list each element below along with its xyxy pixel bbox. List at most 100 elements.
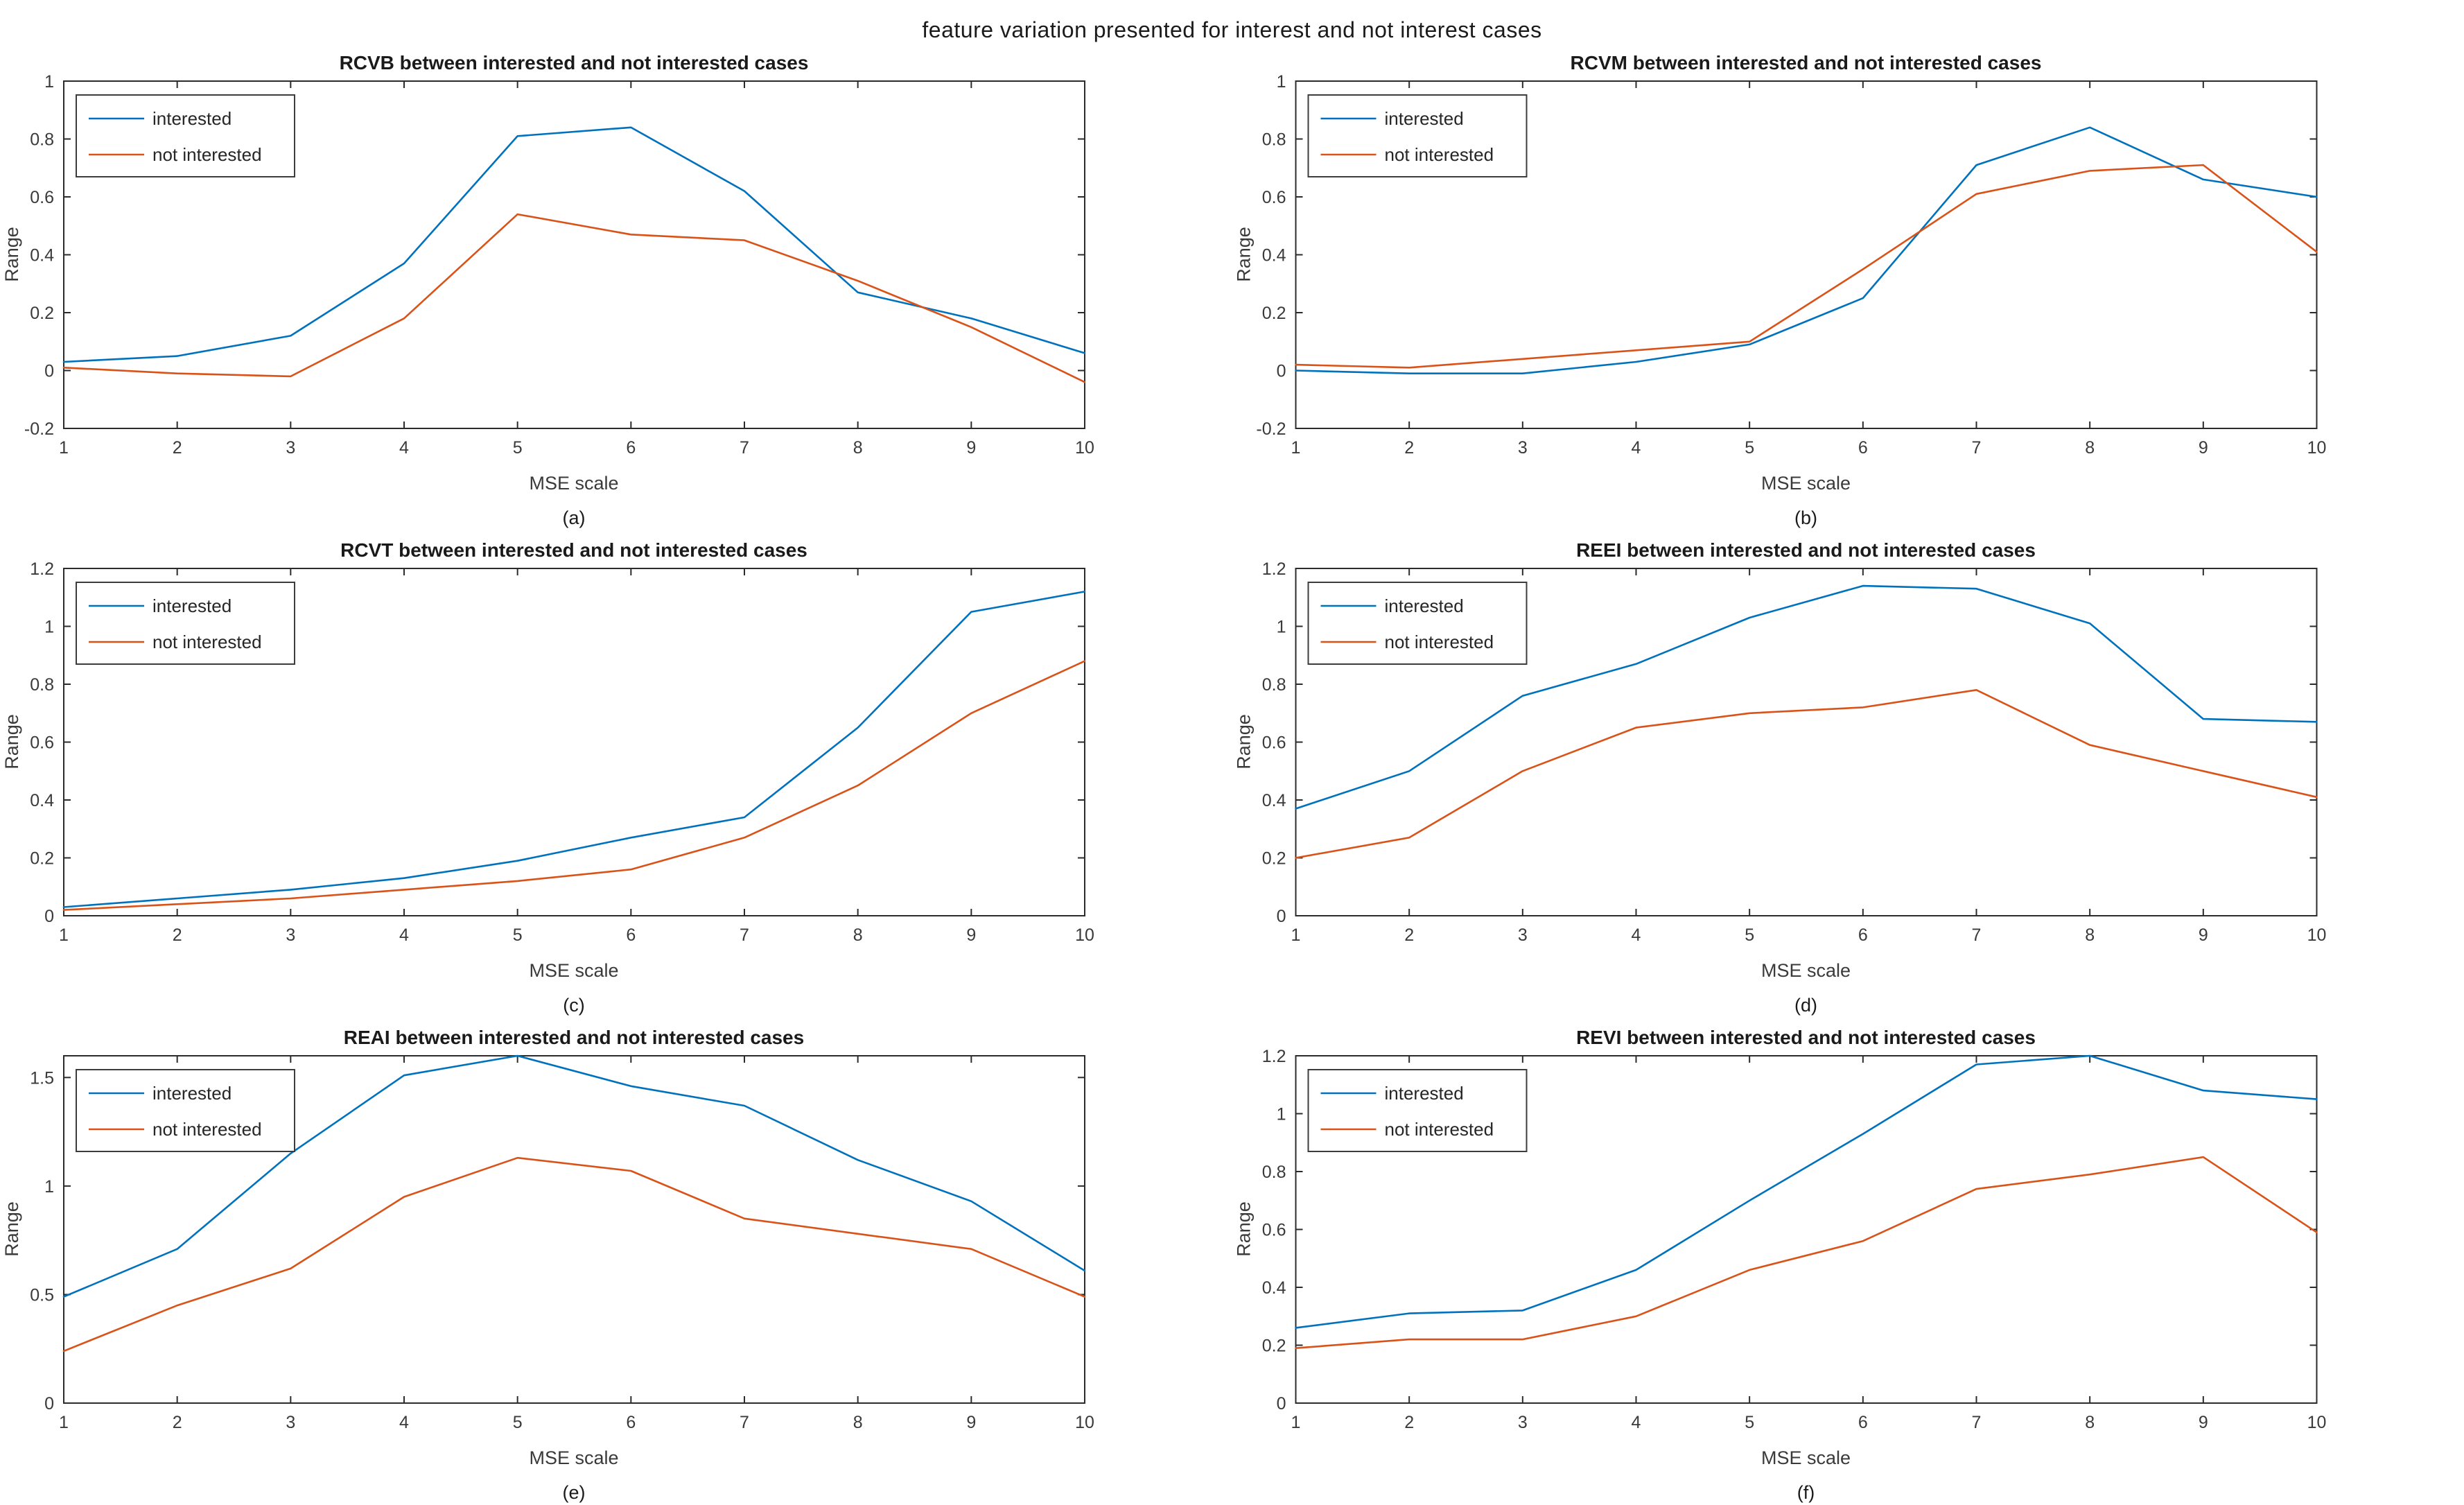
y-axis-label: Range bbox=[1, 1201, 22, 1257]
y-tick-label: 1.2 bbox=[1262, 1047, 1286, 1066]
x-tick-label: 7 bbox=[1972, 1413, 1982, 1432]
x-tick-label: 7 bbox=[1972, 438, 1982, 458]
x-axis-label: MSE scale bbox=[1761, 960, 1851, 981]
y-tick-label: 0.5 bbox=[30, 1285, 54, 1305]
x-tick-label: 5 bbox=[1745, 1413, 1754, 1432]
x-tick-label: 9 bbox=[2199, 1413, 2208, 1432]
y-axis-label: Range bbox=[1234, 714, 1255, 769]
y-tick-label: 0.8 bbox=[30, 675, 54, 695]
series-line-not-interested bbox=[62, 1156, 1086, 1352]
chart-svg-d: REEI between interested and not interest… bbox=[1234, 539, 2327, 1016]
series-line-interested bbox=[62, 591, 1086, 908]
x-tick-label: 2 bbox=[1404, 1413, 1414, 1432]
x-tick-label: 4 bbox=[399, 438, 409, 458]
panel-caption: (b) bbox=[1794, 507, 1817, 528]
legend-box bbox=[1307, 1069, 1528, 1152]
series-line-interested bbox=[1295, 126, 2318, 375]
plot-area: 1 2 3 4 5 6 7 8 9 10 0 0.2 0.4 0.6 0.8 1 1.2 interested no… bbox=[1262, 559, 2327, 945]
x-tick-label: 8 bbox=[2085, 1413, 2095, 1432]
x-axis-label: MSE scale bbox=[1761, 1447, 1851, 1468]
y-tick-label: 0 bbox=[44, 907, 54, 926]
legend-label-not-interested: not interested bbox=[152, 144, 262, 165]
legend-label-not-interested: not interested bbox=[152, 1119, 262, 1140]
x-tick-label: 1 bbox=[59, 1413, 69, 1432]
x-tick-label: 7 bbox=[1972, 925, 1982, 945]
y-tick-label: -0.2 bbox=[24, 419, 54, 439]
y-tick-label: 0.6 bbox=[30, 733, 54, 753]
series-line-interested bbox=[1295, 584, 2318, 810]
y-tick-label: 0.2 bbox=[1262, 849, 1286, 869]
x-tick-label: 2 bbox=[1404, 438, 1414, 458]
y-tick-label: 0.8 bbox=[1262, 675, 1286, 695]
x-tick-label: 6 bbox=[626, 925, 636, 945]
x-tick-label: 2 bbox=[173, 438, 182, 458]
x-tick-label: 6 bbox=[1858, 1413, 1868, 1432]
plot-area: 1 2 3 4 5 6 7 8 9 10 0 0.2 0.4 0.6 0.8 1 1.2 interested no… bbox=[1262, 1047, 2327, 1432]
chart-svg-a: RCVB between interested and not interest… bbox=[1, 52, 1094, 528]
y-tick-label: 1 bbox=[44, 1177, 54, 1197]
legend-label-interested: interested bbox=[1385, 108, 1464, 129]
panel-caption: (e) bbox=[563, 1482, 586, 1503]
legend-label-interested: interested bbox=[152, 1083, 231, 1104]
x-tick-label: 5 bbox=[513, 438, 523, 458]
legend-label-not-interested: not interested bbox=[1385, 632, 1494, 652]
x-tick-label: 10 bbox=[1075, 1413, 1094, 1432]
y-tick-label: 1 bbox=[44, 618, 54, 637]
y-axis-label: Range bbox=[1234, 227, 1255, 282]
x-tick-label: 7 bbox=[740, 438, 749, 458]
x-tick-label: 3 bbox=[1518, 925, 1528, 945]
x-tick-label: 8 bbox=[2085, 438, 2095, 458]
chart-svg-b: RCVM between interested and not interest… bbox=[1234, 52, 2327, 528]
x-tick-label: 5 bbox=[1745, 925, 1754, 945]
series-line-not-interested bbox=[62, 660, 1086, 911]
x-axis-label: MSE scale bbox=[1761, 473, 1851, 494]
y-tick-label: 0.6 bbox=[1262, 733, 1286, 753]
chart-panel-e: REAI between interested and not interest… bbox=[0, 1018, 1232, 1505]
y-tick-label: 0.6 bbox=[1262, 188, 1286, 207]
y-tick-label: 0.4 bbox=[1262, 1278, 1286, 1298]
y-tick-label: 0.2 bbox=[1262, 304, 1286, 323]
y-tick-label: 0.4 bbox=[1262, 791, 1286, 810]
chart-title: REAI between interested and not interest… bbox=[344, 1027, 804, 1048]
x-tick-label: 4 bbox=[1632, 925, 1641, 945]
series-line-interested bbox=[1295, 1054, 2318, 1329]
series-line-not-interested bbox=[62, 213, 1086, 383]
x-tick-label: 6 bbox=[626, 1413, 636, 1432]
x-tick-label: 3 bbox=[286, 925, 295, 945]
series-line-interested bbox=[62, 1054, 1086, 1298]
y-tick-label: 0.4 bbox=[30, 791, 54, 810]
y-tick-label: 1 bbox=[1277, 618, 1286, 637]
legend-label-not-interested: not interested bbox=[1385, 1119, 1494, 1140]
chart-title: RCVB between interested and not interest… bbox=[340, 52, 809, 73]
x-tick-label: 9 bbox=[966, 1413, 976, 1432]
figure-title: feature variation presented for interest… bbox=[922, 17, 1542, 42]
y-tick-label: 0 bbox=[1277, 362, 1286, 381]
x-tick-label: 9 bbox=[966, 925, 976, 945]
x-tick-label: 10 bbox=[2307, 925, 2327, 945]
chart-svg-c: RCVT between interested and not interest… bbox=[1, 539, 1094, 1016]
panel-caption: (f) bbox=[1797, 1482, 1815, 1503]
x-tick-label: 1 bbox=[1291, 925, 1301, 945]
y-tick-label: 0 bbox=[1277, 907, 1286, 926]
y-axis-label: Range bbox=[1, 227, 22, 282]
x-tick-label: 6 bbox=[1858, 438, 1868, 458]
chart-panel-f: REVI between interested and not interest… bbox=[1232, 1018, 2464, 1505]
x-tick-label: 9 bbox=[2199, 925, 2208, 945]
x-axis-label: MSE scale bbox=[529, 960, 618, 981]
x-tick-label: 3 bbox=[1518, 1413, 1528, 1432]
x-tick-label: 8 bbox=[2085, 925, 2095, 945]
y-tick-label: 0 bbox=[44, 1394, 54, 1413]
x-tick-label: 1 bbox=[1291, 438, 1301, 458]
chart-title: RCVM between interested and not interest… bbox=[1571, 52, 2042, 73]
chart-panel-d: REEI between interested and not interest… bbox=[1232, 530, 2464, 1018]
chart-title: RCVT between interested and not interest… bbox=[340, 539, 807, 561]
plot-area: 1 2 3 4 5 6 7 8 9 10 -0.2 0 0.2 0.4 0.6 0.8 1 interested n… bbox=[1256, 72, 2326, 458]
legend-label-interested: interested bbox=[1385, 1083, 1464, 1104]
y-tick-label: 0.4 bbox=[1262, 246, 1286, 266]
x-tick-label: 6 bbox=[1858, 925, 1868, 945]
x-tick-label: 10 bbox=[2307, 1413, 2327, 1432]
x-tick-label: 8 bbox=[853, 925, 863, 945]
chart-title: REVI between interested and not interest… bbox=[1576, 1027, 2036, 1048]
y-tick-label: 0.8 bbox=[1262, 1163, 1286, 1182]
